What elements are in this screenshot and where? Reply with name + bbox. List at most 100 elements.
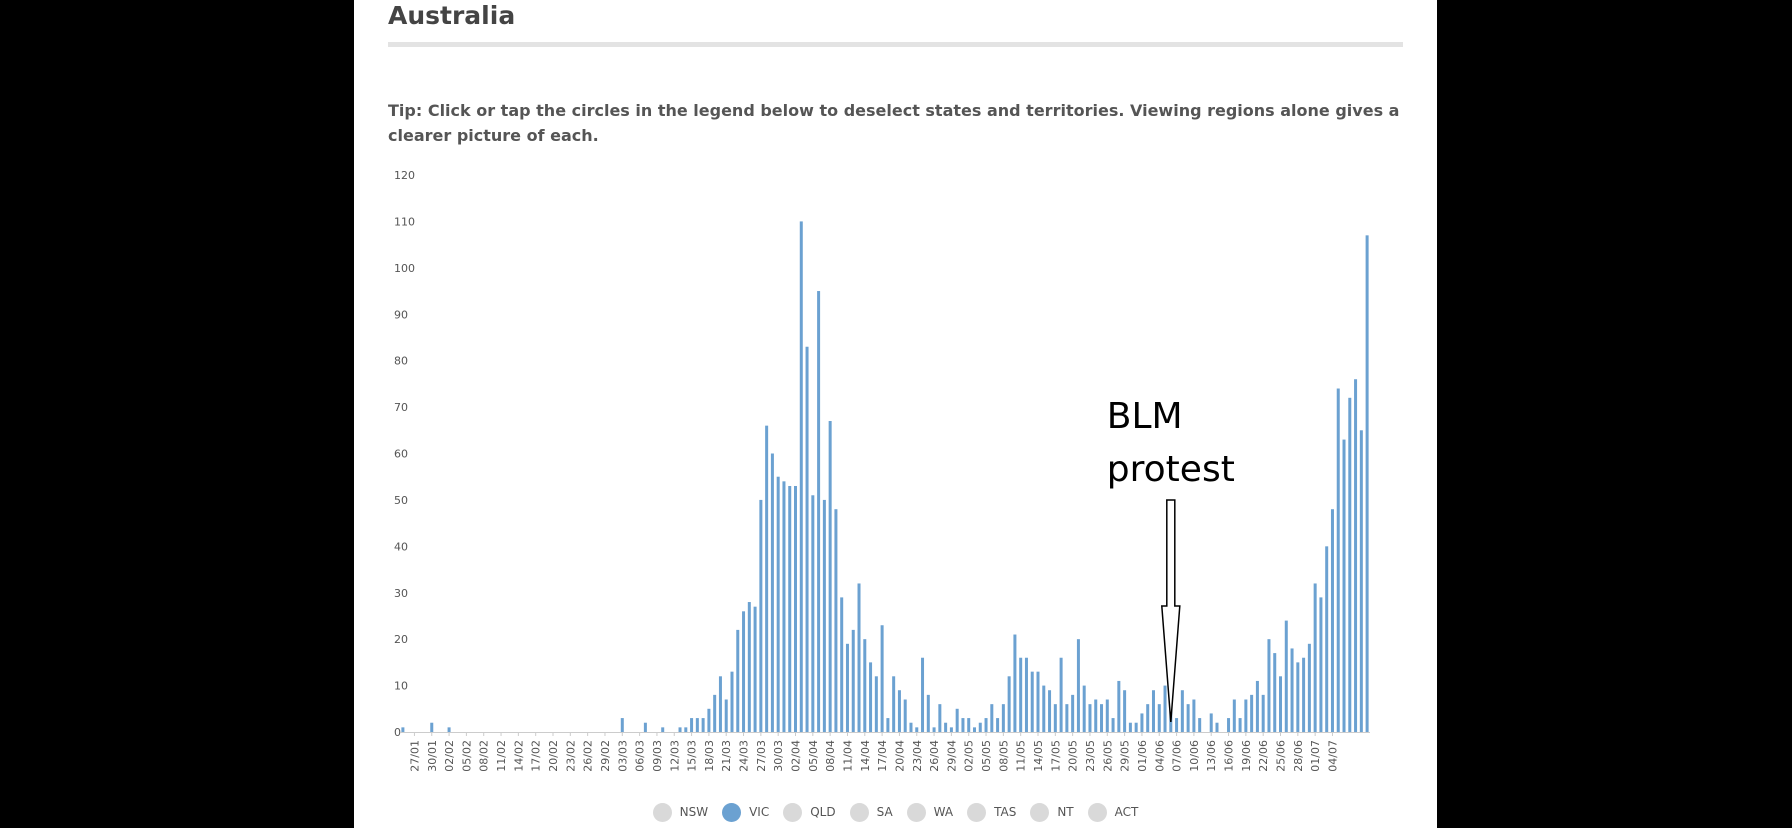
x-tick-label: 27/03 [755,740,768,772]
x-tick-label: 13/06 [1205,740,1218,772]
bar [1330,509,1334,732]
legend-label: WA [933,805,954,819]
x-tick-label: 05/02 [460,740,473,772]
bar [1123,690,1127,732]
x-tick-label: 08/05 [997,740,1010,772]
x-tick-label: 29/05 [1119,740,1132,772]
x-tick-label: 23/05 [1084,740,1097,772]
bar [944,722,948,732]
legend-item-sa[interactable]: SA [849,802,893,822]
tip-text: Tip: Click or tap the circles in the leg… [388,101,1400,145]
bar [834,509,838,732]
x-tick-label: 11/05 [1015,740,1028,772]
bar [643,722,647,732]
bar [886,718,890,732]
bar [863,639,867,732]
bar [753,606,757,732]
bar [1024,657,1028,732]
bar [1290,648,1294,732]
bar [840,597,844,732]
bar [915,727,919,732]
legend-item-nt[interactable]: NT [1030,802,1074,822]
legend-item-vic[interactable]: VIC [722,802,769,822]
legend-label: TAS [994,805,1017,819]
bar [1007,676,1011,732]
bar [921,657,925,732]
bar [932,727,936,732]
x-tick-label: 11/02 [495,740,508,772]
legend-circle-icon[interactable] [849,802,869,822]
bar [1342,439,1346,732]
legend-circle-icon[interactable] [1030,802,1050,822]
legend-circle-icon[interactable] [722,802,742,822]
bar [880,625,884,732]
bar [938,704,942,732]
x-tick-label: 23/02 [564,740,577,772]
legend-label: ACT [1114,805,1139,819]
bar [1157,704,1161,732]
legend-item-tas[interactable]: TAS [967,802,1017,822]
bar [401,727,405,732]
x-tick-label: 02/04 [790,740,803,772]
bar [978,722,982,732]
bar [961,718,965,732]
bar [1013,634,1017,732]
bar [1325,546,1329,732]
legend-item-act[interactable]: ACT [1087,802,1139,822]
y-tick-label: 0 [394,726,401,739]
bar-chart: 0 10 20 30 40 50 60 70 80 90 100 110 120 27/01 30/01 02… [394,169,1370,772]
bar [730,671,734,732]
bar [851,629,855,732]
y-tick-label: 50 [394,494,408,507]
bar [794,485,798,732]
legend-item-wa[interactable]: WA [906,802,954,822]
legend-item-nsw[interactable]: NSW [652,802,708,822]
bar [1151,690,1155,732]
bar [713,694,717,732]
bar [770,453,774,732]
x-tick-label: 10/06 [1188,740,1201,772]
bar [1175,718,1179,732]
bar [799,221,803,732]
x-tick-label: 25/06 [1275,740,1288,772]
x-tick-label: 15/03 [686,740,699,772]
x-tick-label: 11/04 [841,740,854,772]
bar [892,676,896,732]
x-tick-label: 17/04 [876,740,889,772]
bar [724,699,728,732]
x-tick-label: 08/02 [478,740,491,772]
bar [1192,699,1196,732]
bar [845,643,849,732]
bar [1186,704,1190,732]
x-tick-label: 22/06 [1257,740,1270,772]
bar [765,425,769,732]
legend-circle-icon[interactable] [652,802,672,822]
bar [1053,704,1057,732]
bar [857,583,861,732]
bar [1359,430,1363,732]
bar [1140,713,1144,732]
bar [984,718,988,732]
x-tick-label: 12/03 [668,740,681,772]
x-tick-label: 16/06 [1223,740,1236,772]
legend-circle-icon[interactable] [906,802,926,822]
x-tick-label: 19/06 [1240,740,1253,772]
legend-item-qld[interactable]: QLD [783,802,836,822]
bar [620,718,624,732]
annotation-arrow [1160,499,1181,723]
bar [678,727,682,732]
bar [1279,676,1283,732]
legend-circle-icon[interactable] [967,802,987,822]
annotation-text-line-1: BLM [1107,396,1183,437]
bar [747,602,751,732]
x-tick-label: 01/07 [1309,740,1322,772]
legend-circle-icon[interactable] [1087,802,1107,822]
bar [990,704,994,732]
bar [822,499,826,732]
legend-circle-icon[interactable] [783,802,803,822]
bar [690,718,694,732]
x-tick-label: 05/04 [807,740,820,772]
bar [742,611,746,732]
bar [972,727,976,732]
bar [1232,699,1236,732]
